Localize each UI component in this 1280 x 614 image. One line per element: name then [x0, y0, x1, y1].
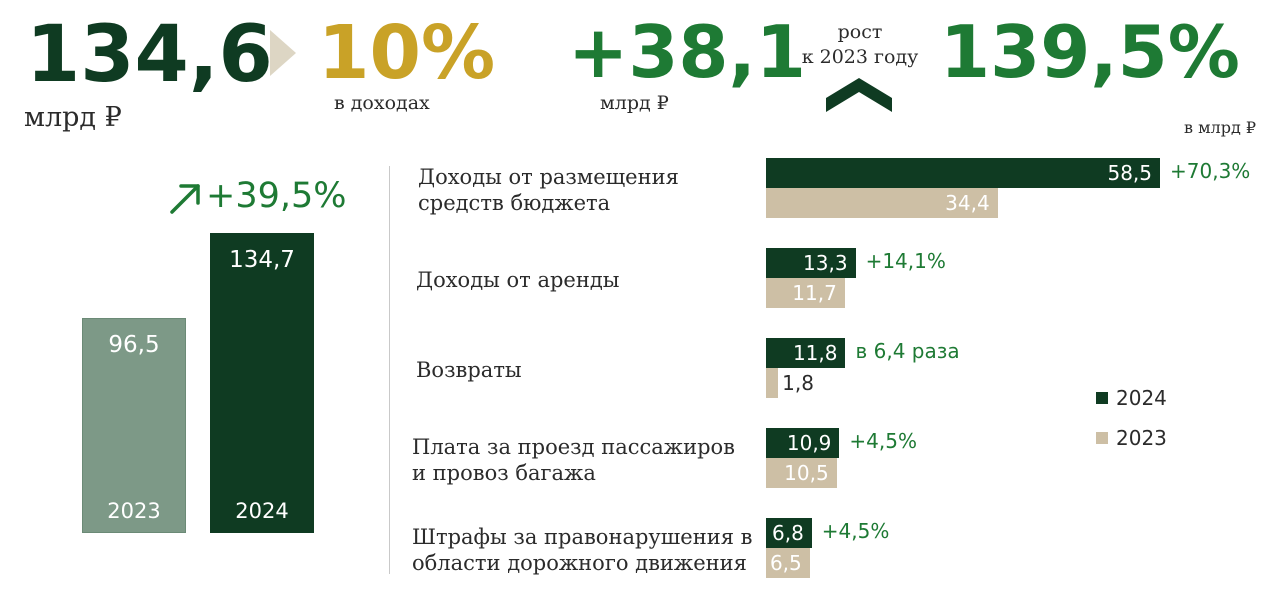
- bar-2024: [766, 338, 846, 368]
- category-label-line: и провоз багажа: [412, 461, 596, 486]
- total-value: 134,6: [26, 10, 273, 100]
- category-label: Плата за проезд пассажиров и провоз багаж…: [412, 434, 735, 487]
- bar-2024: [766, 518, 812, 548]
- total-unit: млрд ₽: [24, 102, 122, 133]
- left-growth-label: +39,5%: [206, 176, 347, 216]
- category-label: Доходы от размещения средств бюджета: [418, 164, 679, 217]
- growth-label: +4,5%: [821, 519, 890, 543]
- category-label-line: средств бюджета: [418, 191, 611, 216]
- bar-2023: [766, 188, 998, 218]
- bar-2023: [766, 368, 779, 398]
- bar-category-label: 2024: [235, 499, 289, 523]
- bar-2024: [766, 158, 1160, 188]
- arrow-up-right-icon: [170, 184, 200, 214]
- bar-2024: [766, 248, 856, 278]
- bar-2023-value: 1,8: [782, 371, 814, 395]
- category-label-line: Доходы от аренды: [416, 268, 620, 292]
- category-label: Возвраты: [416, 357, 522, 383]
- bar-2024-value: 10,9: [786, 431, 832, 455]
- bar-2024-value: 11,8: [792, 341, 838, 365]
- bar-2023-value: 6,5: [769, 551, 802, 575]
- increase-value: +38,1: [568, 10, 806, 94]
- growth-label: в 6,4 раза: [855, 339, 960, 363]
- legend-swatch: [1096, 432, 1108, 444]
- bar-2023: [766, 458, 837, 488]
- bar-2024-value: 58,5: [1107, 161, 1152, 185]
- growth-caption: рост к 2023 году: [800, 20, 920, 69]
- share-value: 10%: [318, 10, 496, 96]
- bar-2024: [766, 428, 840, 458]
- divider: [389, 166, 390, 574]
- bar-value-label: 134,7: [229, 247, 295, 273]
- growth-value: 139,5%: [940, 10, 1240, 94]
- legend-item-2024: 2024: [1096, 386, 1167, 410]
- growth-label: +14,1%: [865, 249, 946, 273]
- growth-caption-line2: к 2023 году: [801, 45, 919, 68]
- legend-item-2023: 2023: [1096, 426, 1167, 450]
- share-label: в доходах: [334, 92, 430, 114]
- growth-label: +70,3%: [1170, 159, 1251, 183]
- chevron-up-icon: [826, 78, 892, 112]
- legend: 2024 2023: [1096, 386, 1167, 450]
- bar-2024-value: 6,8: [771, 521, 804, 545]
- bar-2023: [82, 318, 186, 533]
- bar-2024: [210, 233, 314, 533]
- category-label-line: Доходы от размещения: [418, 165, 679, 189]
- category-label-line: области дорожного движения: [412, 551, 747, 576]
- bar-2023: [766, 278, 845, 308]
- bar-2023: [766, 548, 810, 578]
- category-label-line: Штрафы за правонарушения в: [412, 525, 753, 549]
- bar-2023-value: 11,7: [792, 281, 837, 305]
- units-note: в млрд ₽: [1184, 118, 1257, 137]
- legend-swatch: [1096, 392, 1108, 404]
- chevron-right-icon: [270, 30, 296, 76]
- category-label: Доходы от аренды: [416, 267, 620, 293]
- category-label: Штрафы за правонарушения в области дорожн…: [412, 524, 752, 577]
- legend-label: 2024: [1116, 386, 1167, 410]
- bar-2023-value: 10,5: [784, 461, 829, 485]
- legend-label: 2023: [1116, 426, 1167, 450]
- increase-unit: млрд ₽: [600, 92, 669, 114]
- growth-caption-line1: рост: [837, 21, 883, 43]
- bar-2024-value: 13,3: [803, 251, 848, 275]
- bar-category-label: 2023: [107, 499, 161, 523]
- category-label-line: Плата за проезд пассажиров: [412, 435, 735, 459]
- growth-label: +4,5%: [849, 429, 917, 453]
- bar-value-label: 96,5: [108, 332, 160, 359]
- bar-2023-value: 34,4: [945, 191, 990, 215]
- category-label-line: Возвраты: [416, 358, 522, 382]
